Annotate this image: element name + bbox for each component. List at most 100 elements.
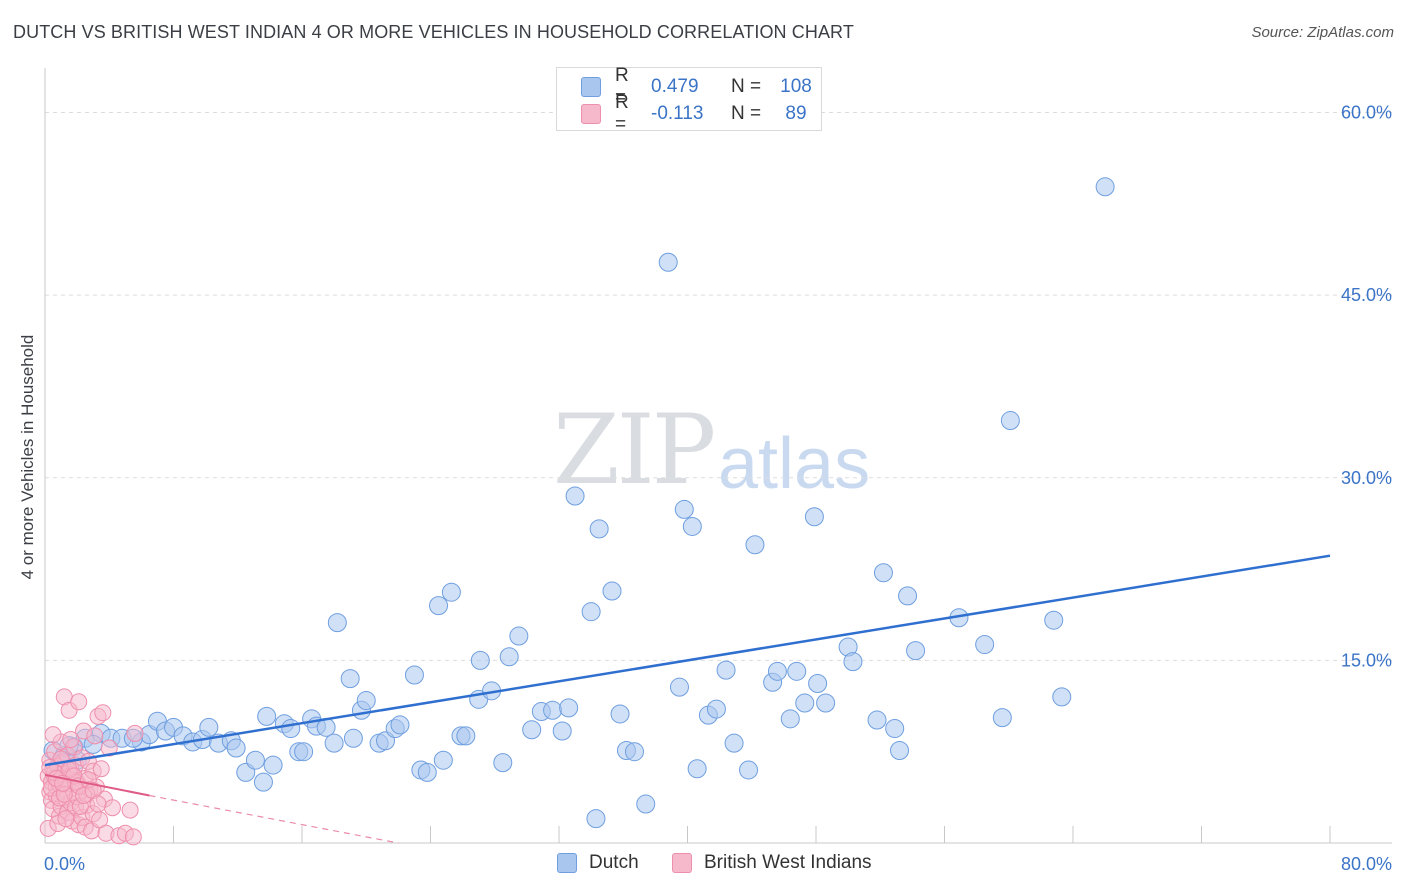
- dutch-point: [589, 519, 609, 539]
- bwi-point: [103, 799, 121, 817]
- dutch-point: [543, 700, 563, 720]
- bwi-point: [92, 760, 110, 778]
- dutch-point: [294, 742, 314, 762]
- y-tick-label: 15.0%: [1341, 650, 1392, 670]
- dutch-point: [327, 613, 347, 633]
- dutch-point: [780, 709, 800, 729]
- dutch-trend-line: [44, 554, 1331, 767]
- dutch-point: [724, 733, 744, 753]
- y-tick-label: 45.0%: [1341, 285, 1392, 305]
- dutch-point: [499, 647, 519, 667]
- bwi-point: [86, 727, 104, 745]
- y-tick-label: 60.0%: [1341, 103, 1392, 123]
- dutch-point: [1000, 411, 1020, 431]
- legend-r-value: -0.113: [651, 103, 704, 124]
- legend-label-bwi: British West Indians: [704, 852, 872, 873]
- dutch-point: [390, 715, 410, 735]
- dutch-point: [552, 721, 572, 741]
- dutch-point: [404, 665, 424, 685]
- legend-row-bwi: R = -0.113 N = 89: [581, 92, 821, 135]
- dutch-point: [565, 486, 585, 506]
- bwi-trend-line: [44, 773, 150, 797]
- series-legend: Dutch British West Indians: [0, 850, 1406, 878]
- dutch-point: [906, 641, 926, 661]
- dutch-point: [441, 582, 461, 602]
- dutch-point: [586, 809, 606, 829]
- dutch-point: [658, 252, 678, 272]
- dutch-point: [522, 720, 542, 740]
- x-tick-label: 0.0%: [44, 854, 85, 874]
- dutch-point: [992, 708, 1012, 728]
- bwi-point: [126, 724, 144, 742]
- dutch-point: [509, 626, 529, 646]
- dutch-point: [356, 691, 376, 711]
- dutch-point: [343, 728, 363, 748]
- dutch-point: [417, 762, 437, 782]
- dutch-point: [470, 650, 490, 670]
- bwi-point: [94, 704, 112, 722]
- dutch-point: [281, 719, 301, 739]
- dutch-point: [808, 674, 828, 694]
- dutch-point: [706, 699, 726, 719]
- dutch-point: [873, 563, 893, 583]
- bwi-point: [100, 739, 118, 757]
- bwi-point: [124, 828, 142, 846]
- dutch-point: [636, 794, 656, 814]
- watermark-zip: ZIP: [553, 394, 716, 506]
- dutch-point: [816, 693, 836, 713]
- dutch-point: [804, 507, 824, 527]
- dutch-point: [716, 660, 736, 680]
- dutch-point: [257, 706, 277, 726]
- dutch-point: [795, 693, 815, 713]
- dutch-point: [559, 698, 579, 718]
- dutch-point: [1044, 610, 1064, 630]
- bwi-point: [89, 795, 107, 813]
- legend-label-dutch: Dutch: [589, 852, 639, 873]
- dutch-point: [787, 661, 807, 681]
- legend-n-value: 108: [780, 76, 812, 97]
- dutch-point: [885, 719, 905, 739]
- legend-item-bwi: British West Indians: [672, 852, 872, 874]
- dutch-point: [226, 738, 246, 758]
- legend-row-dutch: R = 0.479 N = 108: [581, 65, 821, 108]
- dutch-point: [745, 535, 765, 555]
- dutch-point: [199, 717, 219, 737]
- dutch-point: [602, 581, 622, 601]
- dutch-point: [456, 726, 476, 746]
- dutch-point: [1052, 687, 1072, 707]
- bwi-swatch: [672, 853, 692, 873]
- dutch-point: [898, 586, 918, 606]
- legend-n-label: N =: [731, 103, 762, 124]
- legend-r-label: R =: [615, 92, 629, 135]
- dutch-point: [340, 669, 360, 689]
- dutch-point: [674, 499, 694, 519]
- chart-title: DUTCH VS BRITISH WEST INDIAN 4 OR MORE V…: [13, 22, 854, 42]
- x-tick-label: 80.0%: [1341, 854, 1392, 874]
- dutch-point: [669, 677, 689, 697]
- dutch-point: [624, 742, 644, 762]
- bwi-point: [57, 810, 75, 828]
- dutch-point: [687, 759, 707, 779]
- dutch-point: [682, 516, 702, 536]
- dutch-point: [581, 602, 601, 622]
- dutch-point: [324, 733, 344, 753]
- dutch-point: [890, 740, 910, 760]
- legend-n-value: 89: [785, 103, 807, 124]
- bwi-swatch: [581, 104, 601, 124]
- dutch-point: [245, 750, 265, 770]
- dutch-point: [263, 755, 283, 775]
- source-label: Source: ZipAtlas.com: [1251, 24, 1394, 41]
- dutch-point: [867, 710, 887, 730]
- correlation-legend: R = 0.479 N = 108 R = -0.113 N = 89: [556, 65, 822, 135]
- dutch-swatch: [581, 77, 601, 97]
- legend-item-dutch: Dutch: [557, 852, 639, 874]
- bwi-point: [62, 731, 80, 749]
- dutch-point: [767, 661, 787, 681]
- legend-r-label: R =: [615, 65, 629, 108]
- bwi-trend-line-extension: [149, 794, 399, 844]
- legend-r-value: 0.479: [651, 76, 699, 97]
- bwi-point: [121, 801, 139, 819]
- y-tick-label: 30.0%: [1341, 468, 1392, 488]
- dutch-point: [253, 772, 273, 792]
